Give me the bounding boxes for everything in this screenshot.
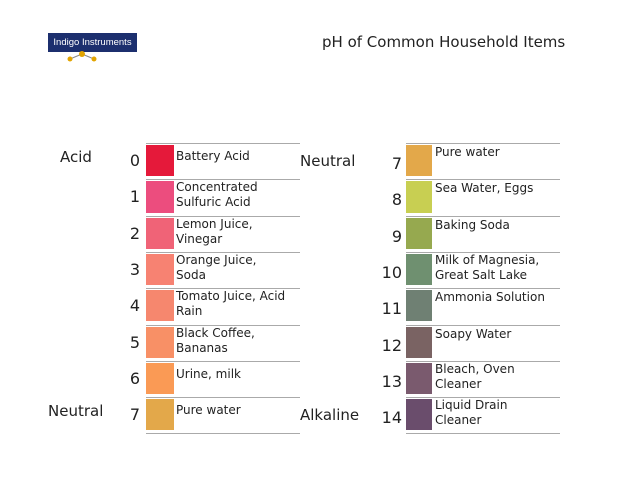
swatch (406, 399, 432, 431)
swatch (146, 326, 174, 358)
item-label: Liquid Drain (435, 398, 508, 413)
row-rule (146, 179, 300, 181)
row-rule (146, 251, 300, 253)
row-rule (406, 179, 560, 181)
ph-value: 13 (381, 371, 402, 391)
swatch (146, 253, 174, 286)
side-label: Acid (60, 148, 92, 166)
ph-value: 7 (129, 405, 140, 425)
swatch (406, 181, 432, 213)
item-label: Sea Water, Eggs (435, 181, 534, 196)
row-rule (406, 143, 560, 144)
logo: Indigo Instruments (48, 33, 137, 52)
row-rule (146, 397, 300, 399)
row-rule (146, 288, 300, 290)
swatch (406, 362, 432, 395)
swatch (406, 290, 432, 322)
item-label: Cleaner (435, 376, 482, 391)
ph-value: 10 (381, 262, 402, 282)
ph-value: 0 (129, 151, 140, 170)
swatch (146, 399, 174, 431)
swatch (146, 290, 174, 322)
row-rule (406, 433, 560, 435)
item-label: Concentrated (176, 180, 258, 195)
swatch (146, 145, 174, 177)
item-label: Pure water (176, 403, 241, 418)
side-label: Neutral (300, 152, 356, 170)
row-rule (406, 324, 560, 326)
item-label: Great Salt Lake (435, 267, 527, 282)
row-rule (406, 215, 560, 217)
ph-value: 6 (129, 368, 140, 388)
item-label: Black Coffee, (176, 325, 255, 340)
ph-value: 2 (129, 223, 140, 243)
title: pH of Common Household Items (322, 33, 566, 51)
row-rule (406, 360, 560, 362)
ph-value: 11 (381, 299, 402, 319)
row-rule (146, 324, 300, 326)
item-label: Battery Acid (176, 149, 250, 163)
item-label: Lemon Juice, (176, 216, 253, 231)
ph-value: 14 (381, 408, 402, 428)
item-label: Soapy Water (435, 326, 512, 341)
ph-value: 12 (381, 335, 402, 355)
side-label: Neutral (48, 402, 104, 421)
ph-value: 8 (391, 190, 402, 210)
item-label: Ammonia Solution (435, 290, 545, 305)
ph-value: 3 (129, 259, 140, 279)
ph-value: 7 (391, 154, 402, 173)
swatch (406, 253, 432, 286)
ph-value: 5 (129, 332, 140, 352)
ph-value: 4 (129, 296, 140, 316)
swatch (146, 181, 174, 213)
row-rule (406, 288, 560, 290)
item-label: Sulfuric Acid (176, 195, 251, 210)
item-label: Bananas (176, 340, 228, 355)
item-label: Vinegar (176, 231, 223, 246)
item-label: Tomato Juice, Acid (176, 289, 286, 304)
item-label: Rain (176, 304, 203, 319)
swatch (146, 362, 174, 395)
swatch (406, 217, 432, 249)
item-label: Baking Soda (435, 217, 510, 232)
item-label: Urine, milk (176, 366, 241, 381)
ph-value: 1 (129, 187, 140, 207)
row-rule (146, 215, 300, 217)
item-label: Orange Juice, (176, 252, 257, 267)
item-label: Bleach, Oven (435, 361, 515, 376)
item-label: Milk of Magnesia, (435, 252, 540, 267)
item-label: Soda (176, 267, 206, 282)
row-rule (146, 360, 300, 362)
side-label: Alkaline (300, 406, 360, 425)
swatch (406, 326, 432, 358)
ph-value: 9 (391, 226, 402, 246)
row-rule (406, 397, 560, 399)
row-rule (146, 433, 300, 435)
item-label: Cleaner (435, 413, 482, 428)
row-rule (146, 143, 300, 144)
item-label: Pure water (435, 145, 500, 159)
logo-icon (67, 51, 97, 62)
row-rule (406, 251, 560, 253)
swatch (406, 145, 432, 177)
swatch (146, 217, 174, 249)
